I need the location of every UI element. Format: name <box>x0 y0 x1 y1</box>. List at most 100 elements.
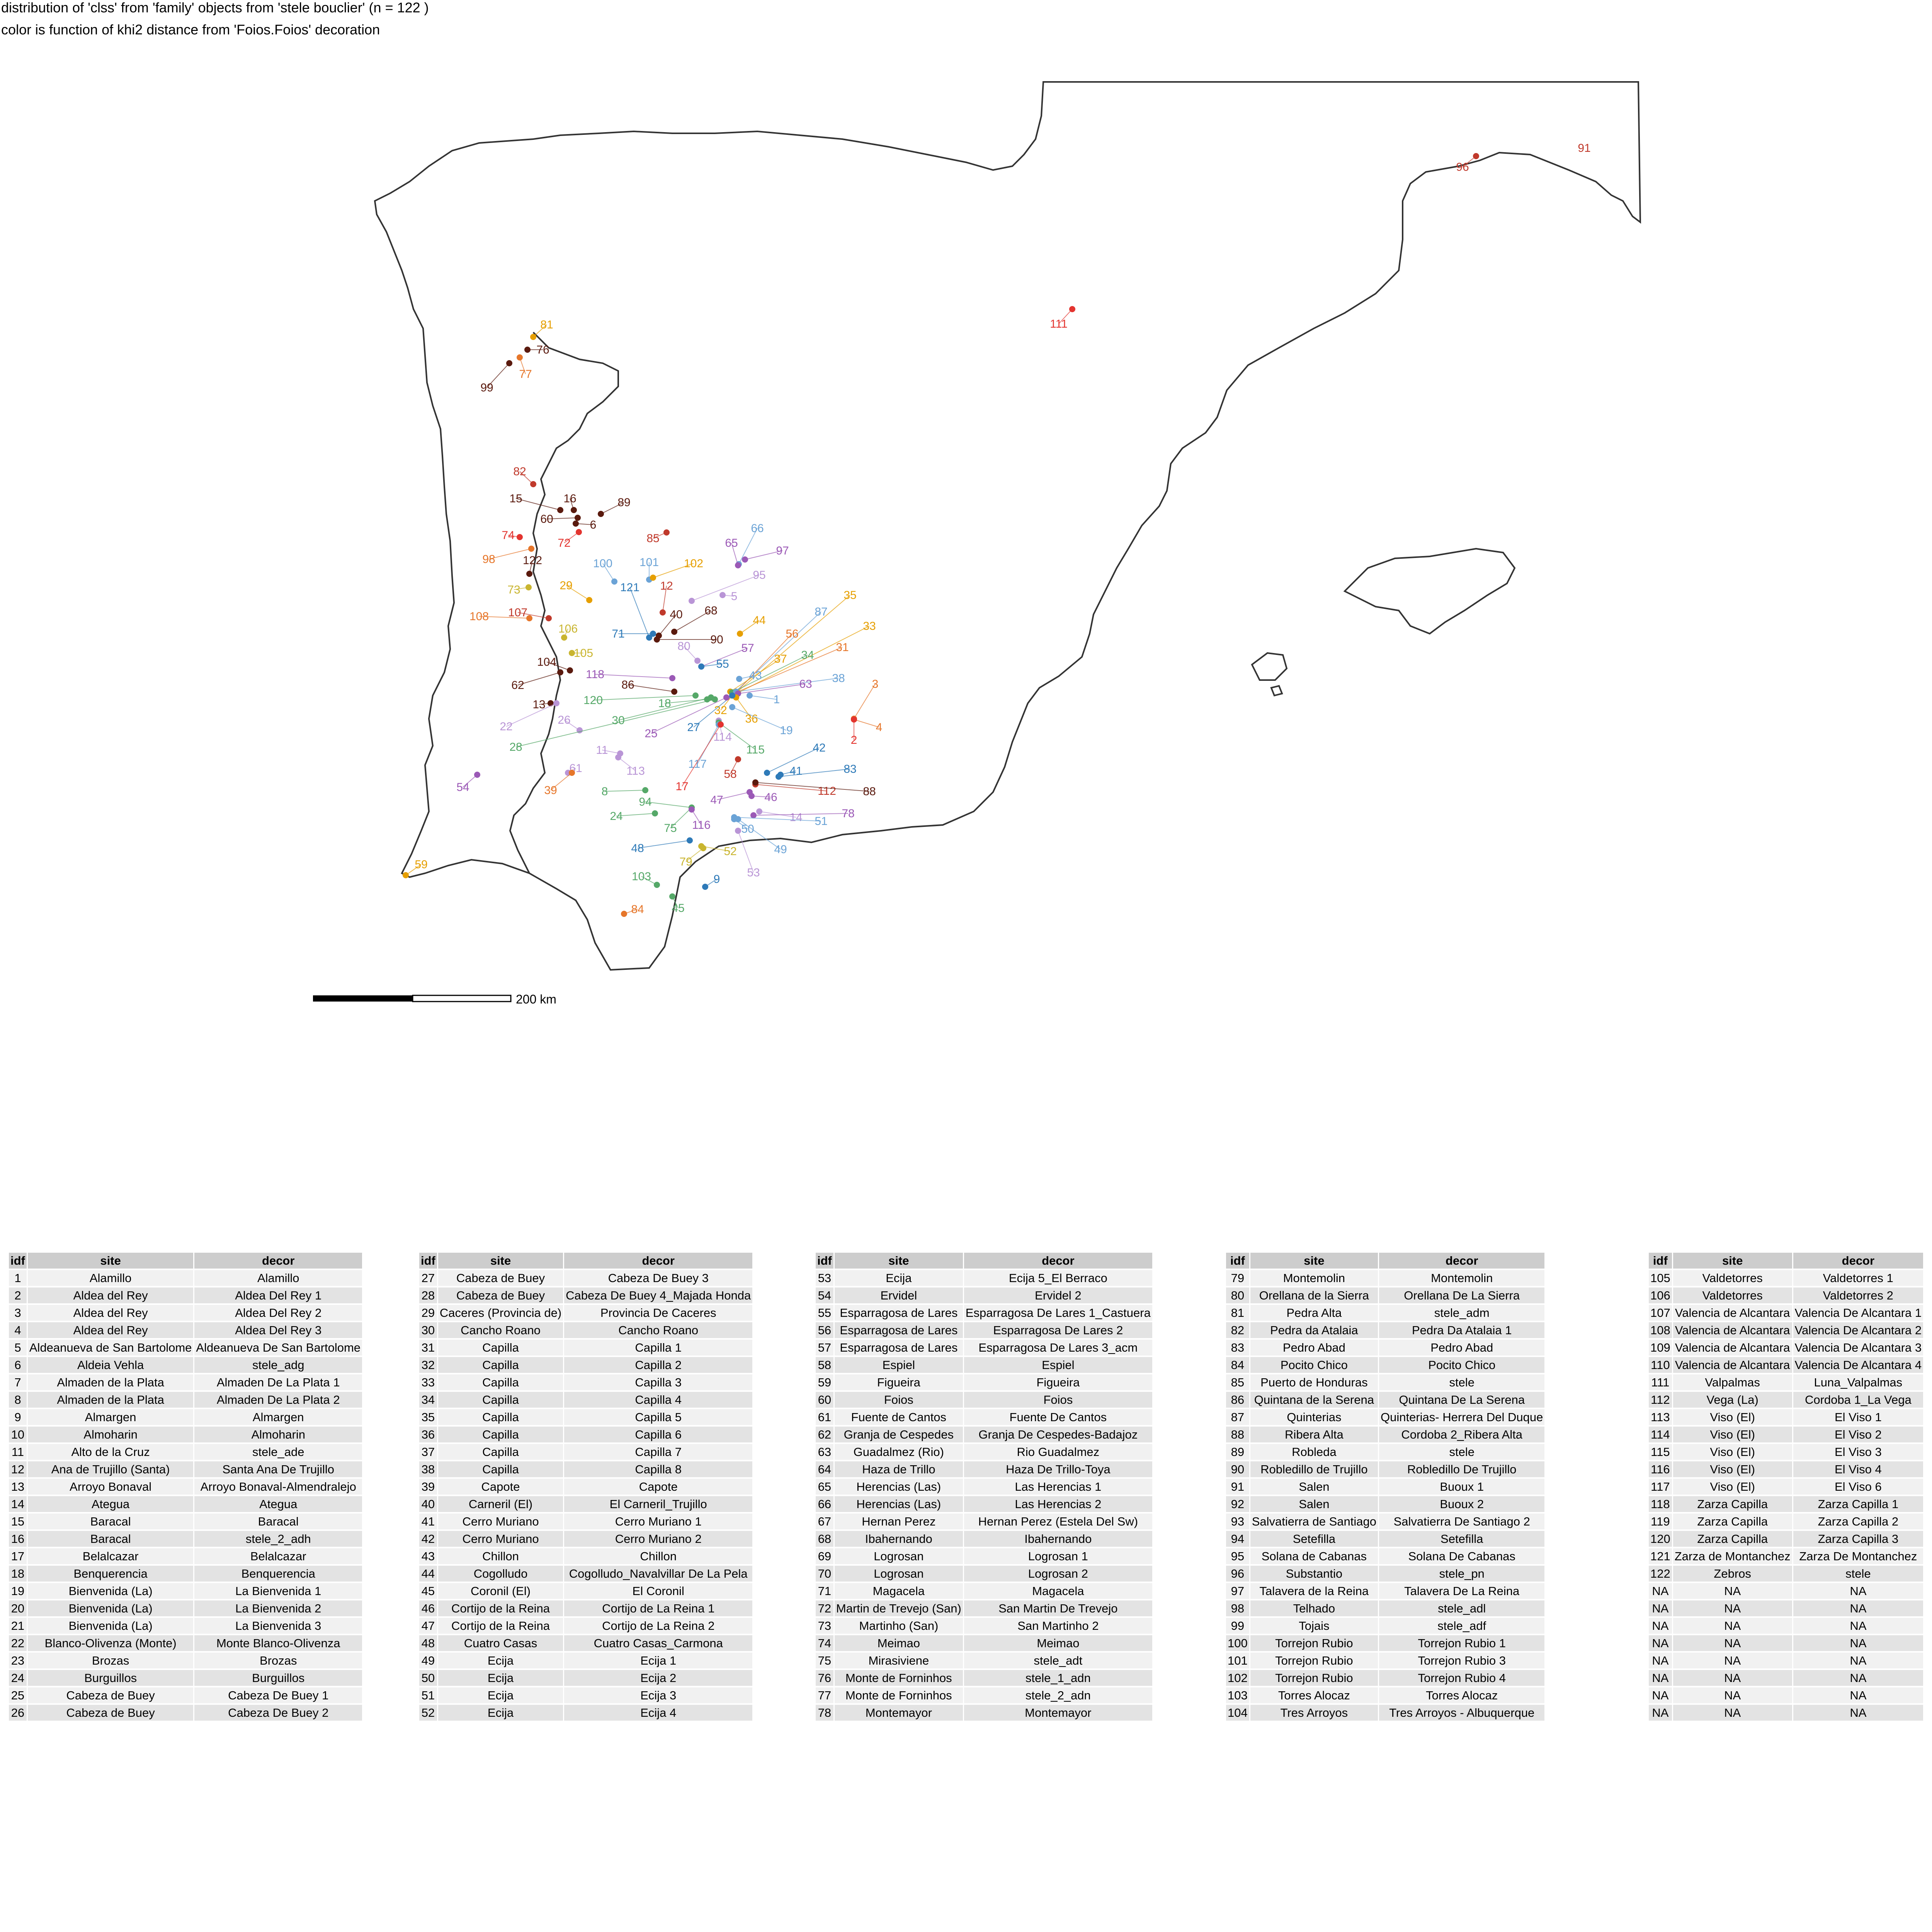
table-cell: stele_2_adn <box>964 1687 1152 1703</box>
site-label-32: 32 <box>714 704 727 717</box>
site-label-57: 57 <box>741 642 754 655</box>
table-row: 64 Haza de Trillo Haza De Trillo-Toya <box>816 1461 1152 1477</box>
site-label-75: 75 <box>664 822 677 835</box>
table-cell: Foios <box>964 1392 1152 1408</box>
table-cell: stele_adm <box>1379 1305 1545 1321</box>
table-cell: Capilla 6 <box>564 1427 753 1442</box>
site-dot-79 <box>700 845 706 851</box>
site-dot-85 <box>663 529 670 536</box>
table-cell: Torrejon Rubio <box>1250 1635 1378 1651</box>
site-label-47: 47 <box>710 794 723 806</box>
table-cell: Ecija 1 <box>564 1653 753 1668</box>
table-cell: San Martinho 2 <box>964 1618 1152 1634</box>
leader-line-33 <box>738 626 870 693</box>
column-header-idf: idf <box>1226 1253 1249 1269</box>
leader-line-75 <box>670 807 692 828</box>
site-label-55: 55 <box>716 658 729 670</box>
table-cell: Monte de Forninhos <box>834 1687 963 1703</box>
leader-line-94 <box>645 801 692 808</box>
table-cell: Ibahernando <box>834 1531 963 1547</box>
table-cell: Ecija 5_El Berraco <box>964 1270 1152 1286</box>
table-cell: Bienvenida (La) <box>27 1618 194 1634</box>
table-cell: Robledillo de Trujillo <box>1250 1461 1378 1477</box>
table-cell: 40 <box>419 1496 437 1512</box>
table-cell: Fuente de Cantos <box>834 1409 963 1425</box>
site-dot-73 <box>526 584 532 590</box>
leader-line-3 <box>854 684 876 719</box>
table-row: 54 Ervidel Ervidel 2 <box>816 1287 1152 1303</box>
table-cell: stele_adg <box>194 1357 362 1373</box>
table-cell: Aldea del Rey <box>27 1287 194 1303</box>
table-cell: Capote <box>564 1479 753 1495</box>
site-label-68: 68 <box>704 604 717 617</box>
site-label-53: 53 <box>747 866 760 879</box>
table-cell: Baracal <box>27 1514 194 1529</box>
table-cell: 92 <box>1226 1496 1249 1512</box>
site-label-28: 28 <box>509 741 522 753</box>
legend-table-2: idf site decor 27 Cabeza de Buey Cabeza De Bu… <box>418 1251 753 1722</box>
site-label-59: 59 <box>415 858 427 871</box>
table-row: 103 Torres Alocaz Torres Alocaz <box>1226 1687 1545 1703</box>
site-dot-62 <box>557 669 563 675</box>
table-cell: 25 <box>9 1687 27 1703</box>
column-header-idf: idf <box>816 1253 833 1269</box>
table-cell: El Viso 6 <box>1793 1479 1923 1495</box>
table-cell: El Coronil <box>564 1583 753 1599</box>
leader-line-95 <box>691 575 760 601</box>
table-cell: stele_adf <box>1379 1618 1545 1634</box>
leader-line-25 <box>651 697 727 734</box>
site-dot-90 <box>654 636 660 643</box>
table-cell: 75 <box>816 1653 833 1668</box>
site-label-82: 82 <box>513 465 526 478</box>
table-cell: 41 <box>419 1514 437 1529</box>
table-cell: Coronil (El) <box>438 1583 563 1599</box>
leader-line-1 <box>749 695 777 700</box>
site-label-73: 73 <box>507 583 520 596</box>
table-cell: Buoux 1 <box>1379 1479 1545 1495</box>
table-header-row: idf site decor <box>1226 1253 1545 1269</box>
leader-line-44 <box>740 620 760 634</box>
table-cell: Cuatro Casas <box>438 1635 563 1651</box>
table-row: NA NA NA <box>1649 1653 1923 1668</box>
table-cell: Valdetorres <box>1673 1287 1792 1303</box>
table-header-row: idf site decor <box>9 1253 362 1269</box>
table-row: 29 Caceres (Provincia de) Provincia De Cac… <box>419 1305 753 1321</box>
table-cell: 49 <box>419 1653 437 1668</box>
site-label-40: 40 <box>670 608 682 621</box>
table-cell: Cerro Muriano <box>438 1514 563 1529</box>
table-cell: El Carneril_Trujillo <box>564 1496 753 1512</box>
table-row: 42 Cerro Muriano Cerro Muriano 2 <box>419 1531 753 1547</box>
table-cell: Capilla <box>438 1461 563 1477</box>
table-row: 12 Ana de Trujillo (Santa) Santa Ana De Tr… <box>9 1461 362 1477</box>
table-cell: 42 <box>419 1531 437 1547</box>
table-cell: Zarza de Montanchez <box>1673 1548 1792 1564</box>
column-header-decor: decor <box>1793 1253 1923 1269</box>
site-dot-1 <box>747 692 753 699</box>
table-cell: Almargen <box>27 1409 194 1425</box>
table-cell: Aldea Del Rey 1 <box>194 1287 362 1303</box>
table-cell: Capilla 7 <box>564 1444 753 1460</box>
table-cell: 90 <box>1226 1461 1249 1477</box>
table-row: 37 Capilla Capilla 7 <box>419 1444 753 1460</box>
table-cell: Montemayor <box>964 1705 1152 1721</box>
site-label-100: 100 <box>593 557 612 570</box>
table-cell: Valencia De Alcantara 2 <box>1793 1322 1923 1338</box>
site-dot-88 <box>752 779 759 786</box>
table-cell: 81 <box>1226 1305 1249 1321</box>
table-row: 82 Pedra da Atalaia Pedra Da Atalaia 1 <box>1226 1322 1545 1338</box>
table-cell: San Martin De Trevejo <box>964 1600 1152 1616</box>
site-label-88: 88 <box>863 785 876 798</box>
table-cell: Almaden de la Plata <box>27 1392 194 1408</box>
table-cell: 62 <box>816 1427 833 1442</box>
site-label-101: 101 <box>639 556 659 569</box>
leader-line-14 <box>759 811 796 818</box>
site-label-99: 99 <box>480 381 493 394</box>
site-label-105: 105 <box>574 647 593 660</box>
table-cell: 21 <box>9 1618 27 1634</box>
table-cell: Vega (La) <box>1673 1392 1792 1408</box>
site-dot-43 <box>736 676 742 682</box>
table-cell: Torres Alocaz <box>1250 1687 1378 1703</box>
table-cell: Almoharin <box>194 1427 362 1442</box>
table-row: NA NA NA <box>1649 1670 1923 1686</box>
site-label-54: 54 <box>456 781 469 794</box>
